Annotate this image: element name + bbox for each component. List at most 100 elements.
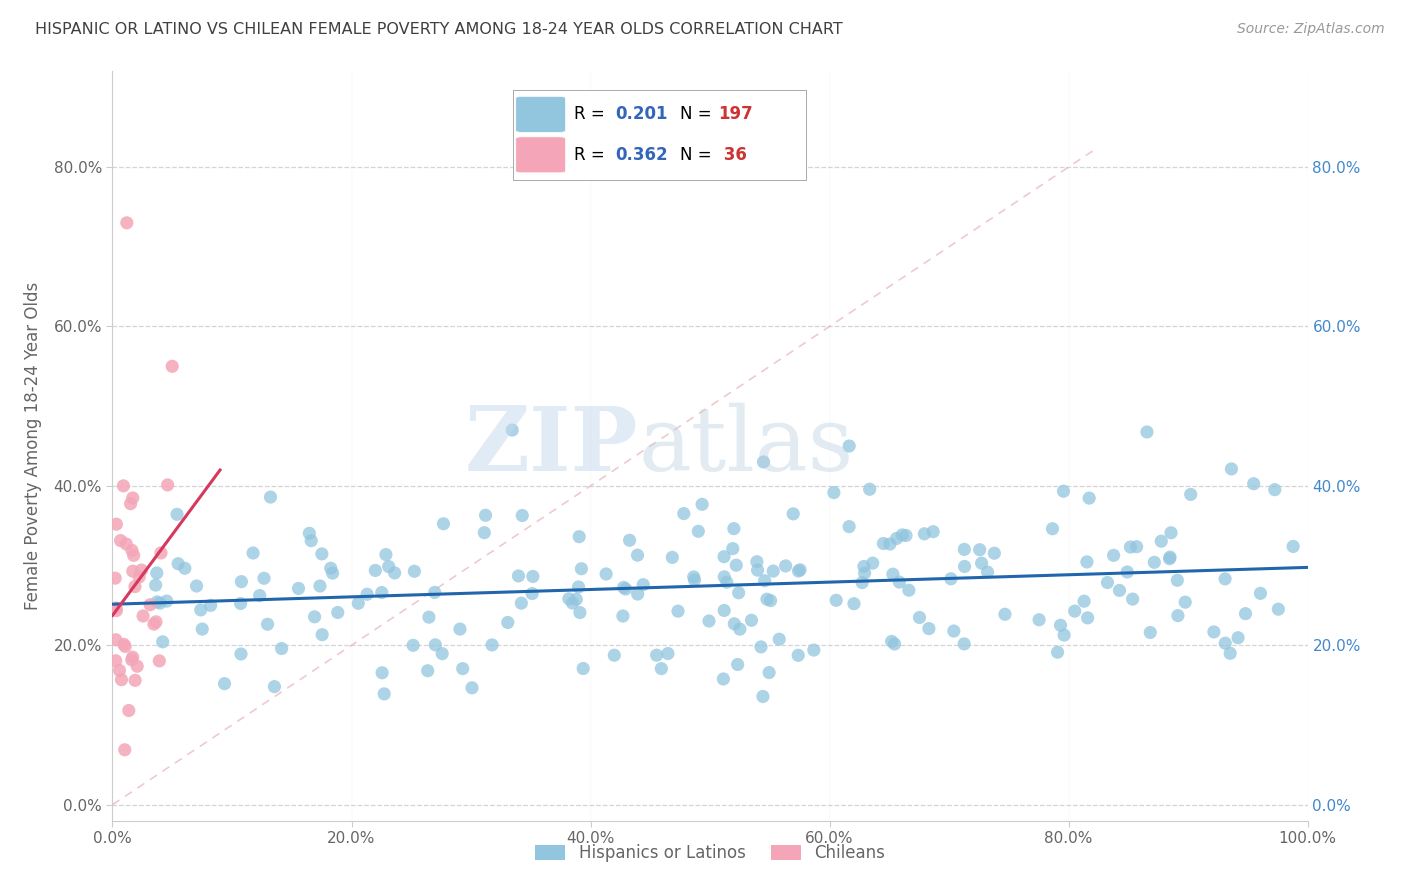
Point: [595, 566, 617, 581]
Point: [747, 563, 769, 577]
Point: [1159, 551, 1181, 566]
Point: [121, 543, 143, 558]
Point: [723, 616, 745, 631]
Point: [666, 604, 689, 618]
Point: [430, 647, 453, 661]
Point: [1073, 594, 1095, 608]
Text: Source: ZipAtlas.com: Source: ZipAtlas.com: [1237, 22, 1385, 37]
Point: [1143, 555, 1166, 569]
Point: [319, 561, 342, 575]
Point: [1159, 550, 1181, 565]
Point: [311, 628, 333, 642]
Point: [1202, 624, 1225, 639]
Point: [112, 637, 135, 651]
Point: [697, 614, 720, 628]
Point: [787, 564, 810, 578]
Point: [782, 507, 804, 521]
Point: [713, 570, 735, 584]
Point: [862, 556, 884, 570]
Point: [626, 548, 648, 562]
Point: [1053, 628, 1076, 642]
Point: [882, 567, 904, 582]
Point: [374, 548, 396, 562]
Point: [672, 507, 695, 521]
Point: [565, 592, 588, 607]
Point: [688, 524, 710, 539]
Point: [474, 508, 496, 523]
Text: ZIP: ZIP: [465, 402, 638, 490]
Point: [242, 546, 264, 560]
Point: [1046, 645, 1069, 659]
Point: [508, 569, 530, 583]
Point: [370, 585, 392, 599]
Y-axis label: Female Poverty Among 18-24 Year Olds: Female Poverty Among 18-24 Year Olds: [24, 282, 42, 610]
Point: [322, 566, 344, 581]
Point: [1078, 491, 1101, 505]
Point: [1174, 595, 1197, 609]
Point: [749, 640, 772, 654]
Point: [571, 562, 593, 576]
Point: [1028, 613, 1050, 627]
Point: [1243, 476, 1265, 491]
Point: [872, 536, 894, 550]
Point: [156, 478, 179, 492]
Point: [1150, 534, 1173, 549]
Point: [842, 597, 865, 611]
Point: [121, 653, 143, 667]
Point: [142, 617, 165, 632]
Point: [120, 497, 142, 511]
Point: [1213, 572, 1236, 586]
Point: [572, 661, 595, 675]
Point: [713, 549, 735, 564]
Point: [309, 579, 332, 593]
Point: [728, 622, 751, 636]
Point: [1077, 611, 1099, 625]
Point: [1264, 483, 1286, 497]
Point: [1167, 608, 1189, 623]
Point: [762, 564, 785, 578]
Point: [173, 561, 195, 575]
Point: [825, 593, 848, 607]
Point: [619, 533, 641, 548]
Point: [510, 596, 533, 610]
Point: [146, 566, 169, 580]
Point: [149, 546, 172, 560]
Point: [994, 607, 1017, 622]
Point: [891, 528, 914, 542]
Point: [922, 524, 945, 539]
Point: [423, 585, 446, 599]
Point: [1063, 604, 1085, 618]
Point: [110, 533, 132, 548]
Point: [124, 673, 146, 688]
Point: [128, 570, 150, 584]
Point: [1267, 602, 1289, 616]
Point: [727, 586, 749, 600]
Point: [520, 586, 543, 600]
Point: [880, 634, 903, 648]
Point: [356, 587, 378, 601]
Point: [614, 582, 637, 596]
Point: [1125, 540, 1147, 554]
Point: [953, 637, 976, 651]
Point: [104, 571, 127, 585]
Point: [1052, 484, 1074, 499]
Point: [1160, 525, 1182, 540]
Point: [114, 640, 136, 654]
Point: [633, 577, 655, 591]
Point: [558, 591, 581, 606]
Point: [713, 603, 735, 617]
Point: [112, 479, 135, 493]
Point: [627, 587, 650, 601]
Point: [148, 654, 170, 668]
Point: [727, 657, 749, 672]
Point: [1139, 625, 1161, 640]
Point: [229, 647, 252, 661]
Point: [768, 632, 790, 647]
Point: [461, 681, 484, 695]
Point: [287, 582, 309, 596]
Point: [568, 606, 591, 620]
Point: [166, 508, 188, 522]
Point: [775, 558, 797, 573]
Point: [683, 573, 706, 587]
Point: [167, 557, 190, 571]
